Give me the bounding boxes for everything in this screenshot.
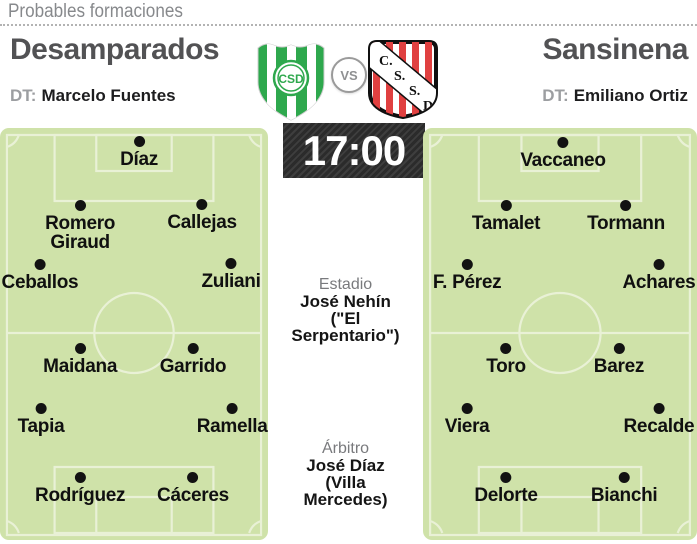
player-marker: Díaz: [120, 136, 158, 169]
player-name: Rodríguez: [35, 484, 126, 506]
player-marker: Tamalet: [472, 200, 540, 233]
player-name: Tapia: [17, 415, 65, 437]
away-crest-letter-s1: S.: [394, 69, 405, 84]
stadium-label: Estadio: [318, 276, 373, 293]
player-name: F. Pérez: [432, 271, 502, 293]
stadium-name: José Nehín ("El Serpentario"): [291, 292, 400, 345]
pitch-markings: [0, 128, 268, 540]
away-crest-letter-s2: S.: [409, 84, 420, 99]
section-kicker: Probables formaciones: [8, 1, 183, 22]
player-name: Bianchi: [590, 484, 658, 506]
player-marker: Tormann: [587, 199, 665, 234]
referee-name: José Díaz (Villa Mercedes): [303, 456, 388, 509]
player-name: Tamalet: [471, 213, 541, 235]
player-name: Maidana: [43, 356, 118, 378]
player-marker: Tapia: [17, 402, 65, 437]
player-marker: Callejas: [167, 198, 237, 233]
player-name: Viera: [444, 415, 490, 437]
player-marker: Viera: [444, 402, 490, 437]
vs-badge: VS: [331, 57, 367, 93]
player-name: Barez: [593, 356, 645, 378]
player-marker: Romero Giraud: [45, 199, 116, 253]
referee-label: Árbitro: [321, 440, 370, 457]
player-dot: [500, 471, 512, 483]
player-marker: Ramella: [196, 402, 268, 437]
home-team-name: Desamparados: [10, 33, 220, 66]
player-name: Cáceres: [157, 484, 229, 506]
player-dot: [653, 258, 665, 270]
player-dot: [557, 137, 569, 149]
home-dt-label: DT:: [10, 86, 37, 105]
player-dot: [34, 258, 46, 270]
player-marker: Garrido: [160, 343, 227, 376]
player-marker: Achares: [622, 258, 696, 293]
player-marker: Delorte: [474, 471, 538, 506]
stadium-info: Estadio José Nehín ("El Serpentario"): [268, 276, 423, 344]
kickoff-time: 17:00: [283, 123, 425, 178]
away-crest-letter-c: C.: [379, 54, 393, 69]
home-pitch: Díaz Romero Giraud Callejas Ceballos Zuliani…: [0, 128, 268, 540]
player-name: Callejas: [167, 211, 237, 233]
player-name: Toro: [486, 356, 526, 378]
player-marker: Toro: [486, 343, 526, 376]
player-dot: [74, 343, 86, 355]
player-dot: [196, 198, 208, 210]
player-marker: Maidana: [43, 343, 117, 376]
player-name: Vaccaneo: [520, 150, 606, 172]
player-dot: [500, 343, 512, 355]
player-marker: F. Pérez: [432, 258, 502, 293]
player-name: Delorte: [474, 484, 538, 506]
player-name: Recalde: [623, 415, 695, 437]
away-coach-name: Emiliano Ortiz: [573, 86, 688, 105]
player-dot: [653, 402, 665, 414]
player-name: Achares: [622, 271, 696, 293]
player-name: Ceballos: [1, 271, 79, 293]
player-dot: [225, 257, 237, 269]
player-marker: Rodríguez: [35, 471, 126, 506]
away-coach-line: DT: Emiliano Ortiz: [542, 86, 688, 106]
player-dot: [500, 200, 512, 212]
player-name: Ramella: [196, 415, 268, 437]
player-dot: [187, 343, 199, 355]
home-crest-initials: CSD: [278, 72, 304, 86]
dotted-divider: [0, 24, 697, 26]
home-coach-line: DT: Marcelo Fuentes: [10, 86, 176, 106]
player-name: Romero Giraud: [45, 212, 116, 253]
player-marker: Vaccaneo: [520, 137, 606, 172]
home-coach-name: Marcelo Fuentes: [41, 86, 176, 105]
player-marker: Barez: [594, 343, 644, 376]
player-dot: [461, 258, 473, 270]
player-name: Díaz: [120, 149, 159, 171]
away-pitch: Vaccaneo Tamalet Tormann F. Pérez Achares Tor…: [423, 128, 697, 540]
player-dot: [187, 471, 199, 483]
player-name: Zuliani: [201, 270, 261, 292]
player-marker: Cáceres: [157, 471, 229, 506]
player-name: Garrido: [159, 356, 227, 378]
player-dot: [613, 343, 625, 355]
player-marker: Bianchi: [590, 471, 658, 506]
pitch-markings: [423, 128, 697, 540]
player-marker: Recalde: [623, 402, 695, 437]
referee-info: Árbitro José Díaz (Villa Mercedes): [268, 440, 423, 508]
player-name: Tormann: [587, 212, 665, 234]
player-dot: [74, 199, 86, 211]
player-dot: [133, 136, 145, 148]
player-marker: Zuliani: [201, 257, 261, 292]
away-club-crest-icon: C. S. S. D.: [368, 40, 438, 120]
away-team-name: Sansinena: [542, 33, 688, 66]
player-dot: [226, 402, 238, 414]
player-dot: [461, 402, 473, 414]
player-dot: [618, 471, 630, 483]
home-club-crest-icon: CSD: [257, 43, 325, 121]
player-dot: [620, 199, 632, 211]
player-dot: [74, 471, 86, 483]
away-dt-label: DT:: [542, 86, 569, 105]
player-marker: Ceballos: [1, 258, 79, 293]
player-dot: [35, 402, 47, 414]
